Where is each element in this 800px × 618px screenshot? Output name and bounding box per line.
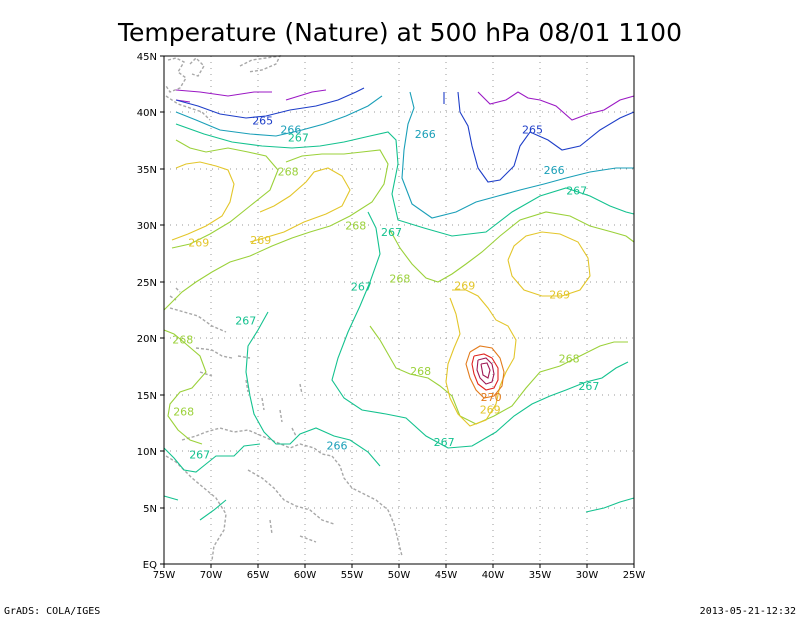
lat-tick-label: EQ xyxy=(143,560,157,571)
contour-label-269: 269 xyxy=(454,279,475,292)
lon-tick-label: 40W xyxy=(482,570,505,581)
lon-tick-label: 35W xyxy=(529,570,552,581)
contour-label-266: 266 xyxy=(327,440,348,453)
lon-tick-label: 70W xyxy=(200,570,223,581)
map-title: Temperature (Nature) at 500 hPa 08/01 11… xyxy=(117,18,682,47)
contour-label-268: 268 xyxy=(173,406,194,419)
contour-label-266: 266 xyxy=(280,124,301,137)
contour-label-267: 267 xyxy=(381,226,402,239)
contour-264 xyxy=(175,89,635,121)
lon-tick-label: 55W xyxy=(341,570,364,581)
contour-label-270: 270 xyxy=(481,391,502,404)
lon-tick-label: 65W xyxy=(247,570,270,581)
footer-timestamp: 2013-05-21-12:32 xyxy=(700,606,796,617)
contour-label-269: 269 xyxy=(188,236,209,249)
lat-tick-label: 5N xyxy=(143,504,157,515)
lon-tick-label: 60W xyxy=(294,570,317,581)
lat-tick-label: 35N xyxy=(137,165,157,176)
contour-label-268: 268 xyxy=(389,273,410,286)
contour-label-267: 267 xyxy=(566,185,587,198)
longitude-ticks: 75W 70W 65W 60W 55W 50W 45W 40W 35W 30W … xyxy=(153,564,646,581)
contour-label-266: 266 xyxy=(415,128,436,141)
contour-267 xyxy=(163,123,635,521)
lon-tick-label: 50W xyxy=(388,570,411,581)
contour-label-266: 266 xyxy=(544,164,565,177)
contour-label-265: 265 xyxy=(252,115,273,128)
contour-label-269: 269 xyxy=(250,234,271,247)
lat-tick-label: 20N xyxy=(137,334,157,345)
lat-tick-label: 15N xyxy=(137,391,157,402)
lat-tick-label: 45N xyxy=(137,52,157,63)
contour-label-267: 267 xyxy=(189,449,210,462)
contour-label-269: 269 xyxy=(549,288,570,301)
lat-tick-label: 25N xyxy=(137,278,157,289)
contour-lines xyxy=(163,87,635,521)
lon-tick-label: 25W xyxy=(623,570,646,581)
lon-tick-label: 30W xyxy=(576,570,599,581)
lon-tick-label: 75W xyxy=(153,570,176,581)
contour-label-268: 268 xyxy=(410,365,431,378)
contour-label-267: 267 xyxy=(434,436,455,449)
contour-label-265: 265 xyxy=(522,124,543,137)
contour-269 xyxy=(171,161,591,427)
contour-271 xyxy=(471,353,499,391)
latitude-ticks: EQ 5N 10N 15N 20N 25N 30N 35N 40N 45N xyxy=(137,52,164,571)
footer-credit: GrADS: COLA/IGES xyxy=(4,606,100,617)
contour-270 xyxy=(465,345,505,399)
contour-265 xyxy=(175,87,635,183)
lat-tick-label: 10N xyxy=(137,447,157,458)
contour-272 xyxy=(476,357,495,385)
contour-label-268: 268 xyxy=(559,353,580,366)
contour-label-268: 268 xyxy=(172,334,193,347)
contour-label-267: 267 xyxy=(578,380,599,393)
contour-label-268: 268 xyxy=(278,165,299,178)
contour-label-267: 267 xyxy=(235,314,256,327)
contour-label-267: 267 xyxy=(288,131,309,144)
lat-tick-label: 40N xyxy=(137,108,157,119)
lon-tick-label: 45W xyxy=(435,570,458,581)
contour-label-268: 268 xyxy=(345,220,366,233)
contour-266 xyxy=(175,91,634,219)
contour-268 xyxy=(163,139,635,445)
contour-label-267: 267 xyxy=(351,280,372,293)
contour-label-269: 269 xyxy=(480,404,501,417)
lat-tick-label: 30N xyxy=(137,221,157,232)
